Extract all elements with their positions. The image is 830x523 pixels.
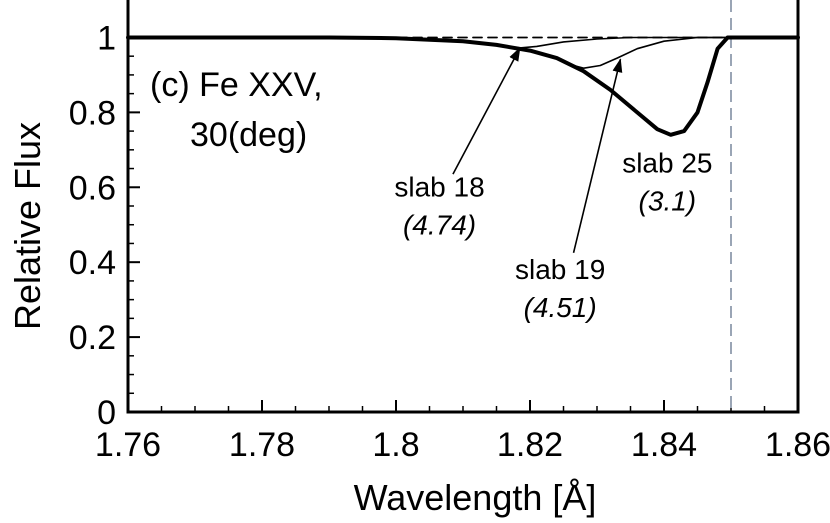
x-tick-label: 1.84 xyxy=(631,426,697,464)
annotation-slab-25-label: slab 25 xyxy=(622,147,712,178)
annotation-slab-25-value: (3.1) xyxy=(639,185,697,216)
x-tick-label: 1.78 xyxy=(229,426,295,464)
plot-frame xyxy=(126,0,800,414)
y-tick-label: 0.8 xyxy=(69,94,116,132)
panel-label-line2: 30(deg) xyxy=(190,116,307,154)
series-slab-25 xyxy=(126,35,800,137)
y-tick-label: 0.2 xyxy=(69,319,116,357)
y-axis-title: Relative Flux xyxy=(7,122,48,330)
x-tick-label: 1.82 xyxy=(497,426,563,464)
x-tick-label: 1.76 xyxy=(95,426,161,464)
annotation-slab-19-arrow xyxy=(572,58,623,254)
y-tick-label: 0.4 xyxy=(69,244,116,282)
x-tick-label: 1.86 xyxy=(765,426,830,464)
x-axis-title: Wavelength [Å] xyxy=(354,477,597,518)
panel-label-line1: (c) Fe XXV, xyxy=(150,66,323,104)
y-tick-label: 0.6 xyxy=(69,169,116,207)
annotation-slab-19-value: (4.51) xyxy=(524,292,597,323)
y-tick-label: 0 xyxy=(97,394,116,432)
x-tick-label: 1.8 xyxy=(372,426,419,464)
annotation-slab-18-arrow xyxy=(452,47,521,175)
annotation-slab-18-label: slab 18 xyxy=(394,172,484,203)
annotation-slab-19-label: slab 19 xyxy=(515,254,605,285)
annotation-slab-18-value: (4.74) xyxy=(403,210,476,241)
y-tick-label: 1 xyxy=(97,19,116,57)
